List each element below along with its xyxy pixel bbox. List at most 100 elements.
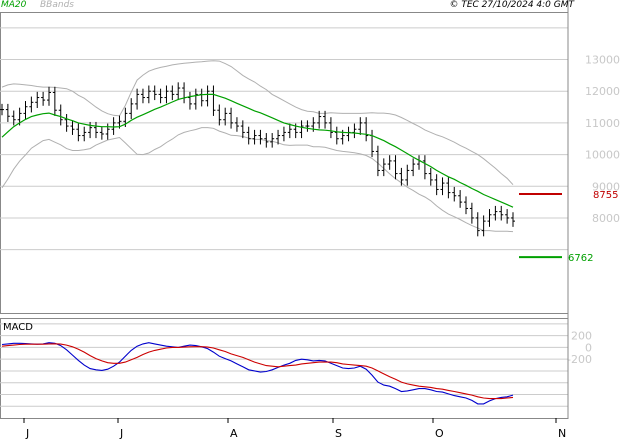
price-bar [23, 101, 28, 120]
price-bar [211, 85, 216, 116]
price-bar [158, 88, 163, 104]
bband-upper-line [1, 60, 514, 186]
price-bar [146, 85, 151, 104]
legend-ma20: MA20 [1, 0, 27, 10]
price-bar [358, 117, 363, 135]
price-bar [229, 107, 234, 129]
price-bar [375, 145, 380, 177]
price-bar [205, 85, 210, 107]
x-tick-label: J [119, 427, 123, 440]
price-bar [276, 129, 281, 145]
price-bar [234, 117, 239, 132]
price-bar [281, 126, 286, 142]
x-tick-label: A [230, 427, 238, 440]
macd-tick-label: -200 [567, 353, 592, 366]
price-bar [64, 114, 69, 132]
price-bar [334, 126, 339, 145]
price-bar [76, 123, 81, 142]
price-bar [93, 121, 98, 139]
copyright-text: © TEC 27/10/2024 4:0 GMT [449, 0, 574, 10]
price-bar [422, 155, 427, 180]
price-bar [223, 107, 228, 126]
price-bar [270, 133, 275, 148]
price-bar [469, 202, 474, 224]
ma20-line [1, 93, 514, 208]
price-bar [493, 205, 498, 221]
price-bar [252, 129, 257, 145]
price-bar [446, 177, 451, 199]
price-bar [82, 126, 87, 142]
price-bar [99, 126, 104, 140]
price-bar [135, 88, 140, 110]
macd-panel: 2000-200 MACD [0, 318, 592, 419]
price-tick-label: 11000 [585, 117, 620, 130]
price-bar [364, 117, 369, 142]
price-bar [428, 167, 433, 186]
price-bar [481, 215, 486, 237]
price-tick-label: 9000 [592, 180, 620, 193]
price-bar [111, 117, 116, 135]
price-bar [499, 205, 504, 221]
x-tick-label: O [435, 427, 444, 440]
price-bar [399, 167, 404, 186]
x-tick-label: N [558, 427, 566, 440]
price-tick-label: 10000 [585, 149, 620, 162]
x-tick-label: J [25, 427, 29, 440]
price-bar [41, 91, 46, 106]
price-bar [464, 196, 469, 215]
price-bar [35, 91, 40, 109]
price-bar [411, 158, 416, 177]
price-frame [0, 12, 569, 314]
price-bar [393, 155, 398, 180]
price-tick-label: 12000 [585, 85, 620, 98]
price-bar [475, 212, 480, 237]
price-bar [452, 186, 457, 202]
level-label: 6762 [568, 253, 593, 264]
price-bar [317, 110, 322, 129]
price-bar [170, 85, 175, 101]
price-bar [299, 120, 304, 139]
bband-lower-line [1, 127, 514, 233]
price-bar [129, 98, 134, 120]
legend-bbands: BBands [40, 0, 74, 10]
price-bar [381, 158, 386, 177]
price-bar [305, 120, 310, 132]
price-bar [29, 96, 34, 113]
price-bar [217, 104, 222, 126]
price-tick-label: 8000 [592, 212, 620, 225]
price-bar [258, 129, 263, 145]
price-panel: 8000 9000 10000 11000 12000 13000 8755 6762 [0, 12, 620, 314]
price-bar [505, 209, 510, 224]
price-bar [193, 88, 198, 110]
price-tick-label: 13000 [585, 54, 620, 67]
x-tick-label: S [335, 427, 342, 440]
price-bar [11, 110, 16, 126]
price-bar [287, 123, 292, 139]
price-bar [458, 190, 463, 208]
price-bar [405, 164, 410, 186]
macd-title: MACD [3, 322, 33, 333]
price-bar [328, 117, 333, 139]
price-bar [152, 85, 157, 101]
macd-line [1, 342, 514, 405]
price-bar [5, 103, 10, 122]
price-bar [176, 82, 181, 101]
price-bar [240, 120, 245, 139]
price-bar [511, 212, 515, 227]
price-bar [0, 103, 4, 116]
price-bar [323, 110, 328, 129]
macd-tick-label: 200 [571, 330, 592, 343]
price-bar [387, 155, 392, 170]
price-bar [58, 104, 63, 126]
price-bar [88, 121, 93, 139]
price-bar [264, 133, 269, 148]
price-bar [70, 120, 75, 135]
price-bar [246, 126, 251, 145]
price-bar [440, 177, 445, 196]
price-bar [140, 88, 145, 104]
price-bar [164, 85, 169, 104]
level-label: 8755 [593, 190, 618, 201]
price-bar [487, 209, 492, 227]
price-bar [46, 86, 51, 106]
